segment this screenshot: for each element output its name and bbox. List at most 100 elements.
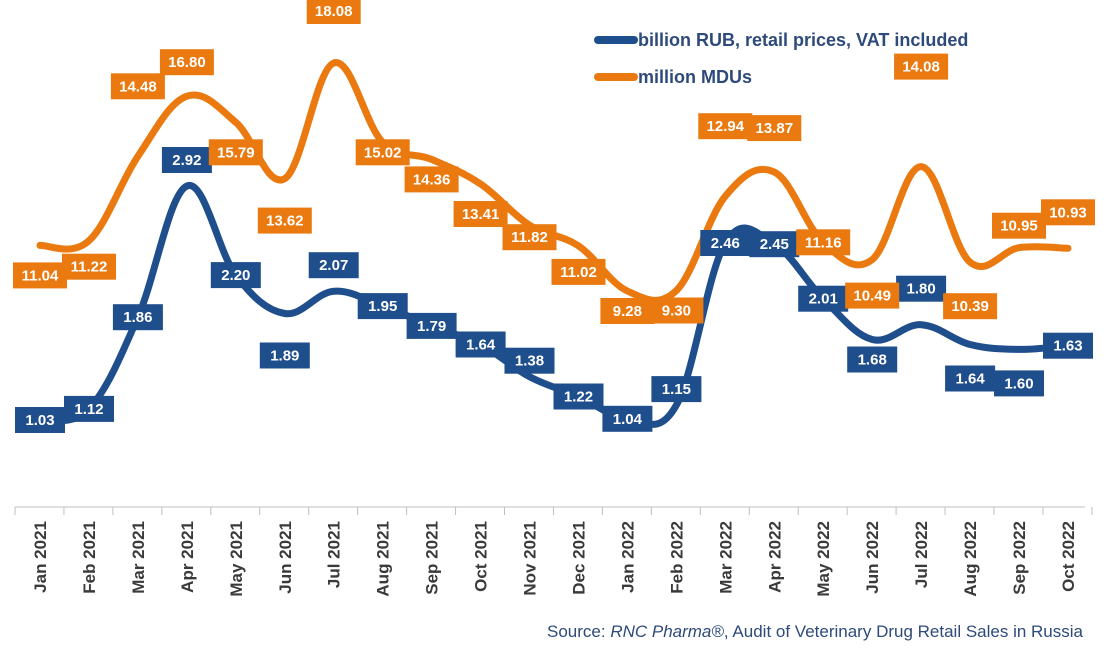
data-label-text: 9.30: [662, 303, 691, 320]
data-label-text: 2.92: [172, 152, 201, 169]
data-label-rub: 1.80: [896, 275, 947, 302]
data-label-box: [1043, 332, 1093, 359]
data-label-text: 1.12: [74, 401, 103, 418]
data-label-box: [994, 370, 1044, 397]
data-label-box: [453, 201, 508, 227]
data-label-box: [698, 113, 753, 140]
data-label-mdu: 11.82: [502, 224, 557, 251]
series-lines: [36, 59, 1072, 428]
data-label-mdu: 13.41: [453, 201, 508, 227]
data-label-rub: 1.64: [455, 331, 506, 358]
data-label-text: 10.39: [951, 298, 989, 315]
x-tick-label: May 2021: [227, 521, 246, 597]
source-note: Source: RNC Pharma®, Audit of Veterinary…: [0, 622, 1083, 642]
source-brand: RNC Pharma®: [610, 622, 724, 641]
data-label-rub: 1.12: [64, 395, 114, 422]
data-label-box: [159, 49, 214, 76]
data-label-mdu: 11.16: [796, 229, 851, 256]
data-label-rub: 2.45: [749, 231, 800, 258]
data-label-box: [208, 139, 263, 166]
data-label-text: 2.46: [711, 235, 740, 252]
data-label-text: 14.48: [119, 78, 157, 95]
data-label-text: 1.80: [906, 281, 935, 298]
data-label-box: [504, 347, 555, 374]
data-label-text: 1.63: [1053, 338, 1082, 355]
data-label-text: 15.79: [217, 144, 255, 161]
data-label-box: [602, 405, 653, 432]
data-label-rub: 2.46: [700, 230, 751, 256]
x-tick-label: May 2022: [814, 521, 833, 597]
data-label-rub: 1.03: [15, 407, 65, 433]
data-label-box: [406, 312, 457, 339]
data-label-text: 1.89: [270, 348, 299, 365]
x-tick-label: Jul 2022: [912, 521, 931, 588]
x-tick-label: Jun 2022: [863, 521, 882, 594]
data-label-box: [306, 0, 361, 24]
data-label-mdu: 15.02: [355, 139, 410, 166]
data-label-text: 2.45: [760, 236, 789, 253]
data-label-mdu: 12.94: [698, 113, 753, 140]
data-label-text: 9.28: [613, 303, 642, 320]
data-label-box: [943, 293, 998, 320]
data-label-text: 1.68: [858, 352, 887, 369]
data-label-text: 1.04: [613, 411, 643, 428]
data-label-text: 10.93: [1049, 204, 1087, 221]
data-label-mdu: 9.30: [649, 297, 704, 324]
data-label-box: [257, 207, 312, 234]
data-label-text: 13.62: [266, 213, 304, 230]
data-label-text: 11.04: [22, 267, 59, 284]
data-label-text: 10.49: [853, 288, 891, 305]
data-label-rub: 1.60: [994, 370, 1044, 397]
x-tick-label: Aug 2021: [374, 521, 393, 597]
data-label-box: [15, 407, 65, 433]
data-label-rub: 1.38: [504, 347, 555, 374]
data-label-mdu: 14.36: [404, 166, 459, 193]
data-label-rub: 2.07: [308, 252, 359, 279]
data-label-text: 11.02: [560, 264, 597, 281]
source-prefix: Source:: [547, 622, 611, 641]
data-label-rub: 2.20: [210, 262, 261, 289]
x-tick-label: Jul 2021: [325, 521, 344, 588]
data-label-box: [896, 275, 947, 302]
data-label-text: 11.22: [71, 259, 108, 276]
data-label-box: [847, 346, 898, 373]
data-label-mdu: 10.93: [1041, 199, 1095, 226]
data-label-box: [553, 383, 604, 410]
data-label-rub: 1.79: [406, 312, 457, 339]
x-tick-label: Feb 2021: [80, 521, 99, 594]
legend: billion RUB, retail prices, VAT included…: [594, 30, 968, 87]
data-label-mdu: 13.62: [257, 207, 312, 234]
data-label-mdu: 15.79: [208, 139, 263, 166]
x-tick-label: Apr 2022: [765, 521, 784, 593]
x-tick-label: Mar 2021: [129, 521, 148, 594]
data-label-box: [651, 376, 702, 403]
x-tick-label: Aug 2022: [961, 521, 980, 597]
x-tick-label: Jan 2022: [618, 521, 637, 593]
x-tick-label: Sep 2021: [423, 521, 442, 595]
data-label-rub: 1.63: [1043, 332, 1093, 359]
data-label-mdu: 11.02: [551, 258, 606, 285]
source-suffix: , Audit of Veterinary Drug Retail Sales …: [723, 622, 1083, 641]
data-label-mdu: 11.22: [62, 253, 116, 280]
series-line-mdu: [36, 59, 1072, 304]
data-label-box: [798, 285, 849, 312]
data-label-text: 2.07: [319, 257, 348, 274]
data-label-box: [894, 53, 949, 80]
data-label-box: [62, 253, 116, 280]
data-label-box: [110, 73, 165, 100]
x-tick-label: Feb 2022: [667, 521, 686, 594]
x-tick-label: Jun 2021: [276, 521, 295, 594]
data-label-box: [749, 231, 800, 258]
data-label-box: [112, 304, 163, 331]
data-label-rub: 1.68: [847, 346, 898, 373]
data-label-box: [1041, 199, 1095, 226]
data-label-text: 1.79: [417, 318, 446, 335]
data-label-box: [308, 252, 359, 279]
data-label-text: 14.36: [413, 171, 451, 188]
data-label-mdu: 14.08: [894, 53, 949, 80]
data-label-rub: 1.89: [259, 342, 310, 369]
x-tick-label: Nov 2021: [521, 521, 540, 596]
data-label-rub: 1.86: [112, 304, 163, 331]
x-tick-label: Mar 2022: [716, 521, 735, 594]
